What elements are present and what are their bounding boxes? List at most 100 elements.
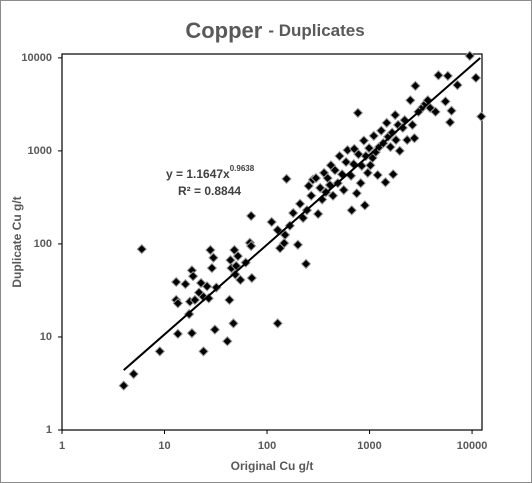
point — [170, 276, 182, 288]
point — [351, 188, 362, 199]
y-tick-label: 10 — [40, 331, 52, 343]
point — [235, 274, 246, 286]
point — [209, 324, 221, 335]
point — [359, 200, 371, 211]
point — [306, 190, 317, 201]
y-tick-label: 100 — [34, 238, 52, 250]
title: Copper — [185, 18, 262, 43]
point — [310, 172, 322, 184]
point — [279, 229, 291, 241]
x-tick-label: 100 — [258, 440, 276, 452]
x-tick-label: 10 — [158, 440, 170, 452]
point — [338, 184, 349, 196]
x-tick-label: 1000 — [357, 440, 381, 452]
y-tick-label: 1 — [46, 424, 52, 436]
point — [287, 207, 299, 219]
point — [334, 150, 345, 162]
point — [329, 164, 341, 176]
point — [446, 105, 457, 116]
point — [407, 119, 418, 131]
point — [154, 346, 166, 357]
point — [222, 336, 233, 347]
point — [203, 293, 214, 304]
x-tick-label: 1 — [59, 440, 65, 452]
point — [187, 270, 199, 282]
point — [390, 109, 401, 121]
trendline — [123, 57, 481, 371]
point — [180, 278, 191, 290]
x-axis-title: Original Cu g/t — [231, 459, 314, 473]
point — [368, 130, 379, 142]
exponent: 0.9638 — [230, 164, 255, 173]
point — [266, 216, 277, 228]
point — [208, 252, 219, 263]
point — [340, 156, 352, 168]
point — [409, 132, 420, 144]
point — [397, 122, 409, 134]
point — [230, 269, 241, 280]
point — [424, 102, 436, 114]
point — [410, 80, 421, 92]
y-tick-label: 10000 — [21, 52, 52, 64]
trend-equation: y = 1.1647x0.9638 — [166, 164, 255, 181]
point — [245, 210, 257, 222]
point — [294, 198, 306, 210]
point — [452, 79, 463, 91]
point — [312, 208, 324, 220]
point — [128, 368, 139, 380]
point — [386, 127, 398, 138]
point — [405, 95, 416, 106]
point — [352, 107, 364, 119]
point — [172, 328, 184, 340]
point — [430, 106, 441, 118]
point — [136, 243, 147, 255]
point — [365, 160, 376, 171]
point — [246, 272, 257, 284]
point — [206, 262, 218, 274]
point — [380, 177, 391, 188]
point — [228, 318, 239, 329]
point — [281, 173, 292, 185]
point — [189, 294, 201, 306]
point — [245, 240, 257, 252]
point — [186, 327, 198, 339]
equation: y = 1.1647x — [166, 167, 230, 181]
point — [198, 346, 209, 357]
point — [376, 125, 387, 136]
point — [394, 145, 405, 157]
point — [381, 117, 392, 129]
point — [303, 180, 314, 192]
point — [224, 294, 235, 306]
point — [201, 281, 213, 292]
point — [358, 135, 370, 146]
point — [363, 142, 375, 154]
point — [442, 70, 454, 82]
point — [433, 70, 444, 81]
plot-frame — [61, 53, 483, 431]
y-tick-label: 1000 — [28, 145, 52, 157]
point — [385, 141, 396, 153]
point — [278, 237, 290, 249]
point — [346, 205, 357, 216]
point — [232, 250, 244, 262]
point — [327, 190, 339, 201]
point — [353, 149, 364, 160]
point — [440, 96, 451, 107]
point — [355, 177, 366, 189]
point — [470, 72, 482, 84]
point — [444, 117, 456, 128]
point — [476, 111, 487, 122]
point — [172, 298, 184, 309]
point — [464, 50, 475, 62]
point — [387, 169, 399, 180]
y-axis-title: Duplicate Cu g/t — [10, 196, 24, 287]
x-tick-label: 10000 — [457, 440, 488, 452]
point — [205, 244, 216, 256]
chart-title: Copper - Duplicates — [185, 18, 364, 43]
point — [314, 182, 326, 194]
point — [292, 239, 304, 250]
point — [372, 169, 383, 181]
